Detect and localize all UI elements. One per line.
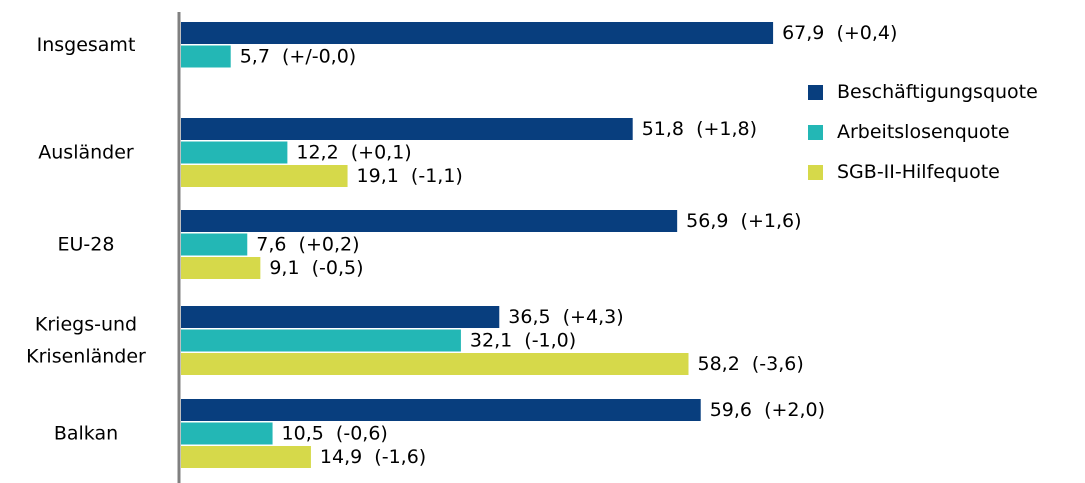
data-label-beschaeftigungsquote-balkan: 59,6 (+2,0)	[710, 399, 825, 421]
bar-beschaeftigungsquote-kriegs-und-krisenlaender	[181, 306, 500, 328]
legend-swatch-arbeitslosenquote	[808, 124, 823, 140]
bar-arbeitslosenquote-auslaender	[181, 141, 288, 164]
legend-label-sgb-ii-hilfequote: SGB-II-Hilfequote	[837, 161, 1000, 183]
data-label-sgb-ii-hilfequote-balkan: 14,9 (-1,6)	[320, 446, 426, 468]
bar-beschaeftigungsquote-eu-28	[181, 210, 678, 232]
data-label-arbeitslosenquote-balkan: 10,5 (-0,6)	[282, 423, 388, 445]
legend-label-arbeitslosenquote: Arbeitslosenquote	[837, 121, 1010, 143]
data-label-beschaeftigungsquote-eu-28: 56,9 (+1,6)	[686, 210, 801, 232]
category-label-insgesamt: Insgesamt	[37, 34, 136, 56]
bar-beschaeftigungsquote-auslaender	[181, 118, 633, 140]
data-label-sgb-ii-hilfequote-auslaender: 19,1 (-1,1)	[357, 165, 463, 187]
bar-sgb-ii-hilfequote-kriegs-und-krisenlaender	[181, 353, 689, 375]
category-label-balkan: Balkan	[54, 423, 118, 445]
category-label-eu-28: EU-28	[58, 234, 115, 256]
bar-arbeitslosenquote-eu-28	[181, 233, 248, 256]
data-label-group: 67,9 (+0,4) 5,7 (+/-0,0) 51,8 (+1,8) 12,2 (…	[240, 22, 898, 468]
category-label-kriegs-und-krisenlaender: Kriegs-und Krisenländer	[26, 314, 146, 368]
bar-arbeitslosenquote-insgesamt	[181, 45, 231, 68]
legend-item-beschaeftigungsquote: Beschäftigungsquote	[808, 72, 1038, 112]
legend: Beschäftigungsquote Arbeitslosenquote SG…	[808, 72, 1038, 192]
bar-beschaeftigungsquote-balkan	[181, 399, 701, 421]
data-label-arbeitslosenquote-eu-28: 7,6 (+0,2)	[256, 234, 359, 256]
legend-item-sgb-ii-hilfequote: SGB-II-Hilfequote	[808, 152, 1038, 192]
bar-sgb-ii-hilfequote-auslaender	[181, 165, 348, 187]
data-label-arbeitslosenquote-insgesamt: 5,7 (+/-0,0)	[240, 46, 357, 68]
legend-swatch-sgb-ii-hilfequote	[808, 164, 823, 180]
legend-label-beschaeftigungsquote: Beschäftigungsquote	[837, 81, 1038, 103]
bar-beschaeftigungsquote-insgesamt	[181, 22, 774, 44]
data-label-sgb-ii-hilfequote-kriegs-und-krisenlaender: 58,2 (-3,6)	[698, 353, 804, 375]
bar-sgb-ii-hilfequote-balkan	[181, 446, 311, 468]
category-label-group: Insgesamt Ausländer EU-28 Kriegs-und Krisenl…	[26, 34, 146, 445]
bar-arbeitslosenquote-balkan	[181, 422, 273, 445]
category-label-auslaender: Ausländer	[38, 142, 134, 164]
data-label-beschaeftigungsquote-auslaender: 51,8 (+1,8)	[642, 118, 757, 140]
data-label-sgb-ii-hilfequote-eu-28: 9,1 (-0,5)	[269, 257, 363, 279]
data-label-beschaeftigungsquote-insgesamt: 67,9 (+0,4)	[782, 22, 897, 44]
data-label-arbeitslosenquote-auslaender: 12,2 (+0,1)	[296, 142, 411, 164]
legend-item-arbeitslosenquote: Arbeitslosenquote	[808, 112, 1038, 152]
data-label-arbeitslosenquote-kriegs-und-krisenlaender: 32,1 (-1,0)	[470, 330, 576, 352]
legend-swatch-beschaeftigungsquote	[808, 84, 823, 100]
bar-group	[181, 22, 774, 468]
bar-arbeitslosenquote-kriegs-und-krisenlaender	[181, 329, 461, 352]
bar-sgb-ii-hilfequote-eu-28	[181, 257, 261, 279]
data-label-beschaeftigungsquote-kriegs-und-krisenlaender: 36,5 (+4,3)	[508, 306, 623, 328]
